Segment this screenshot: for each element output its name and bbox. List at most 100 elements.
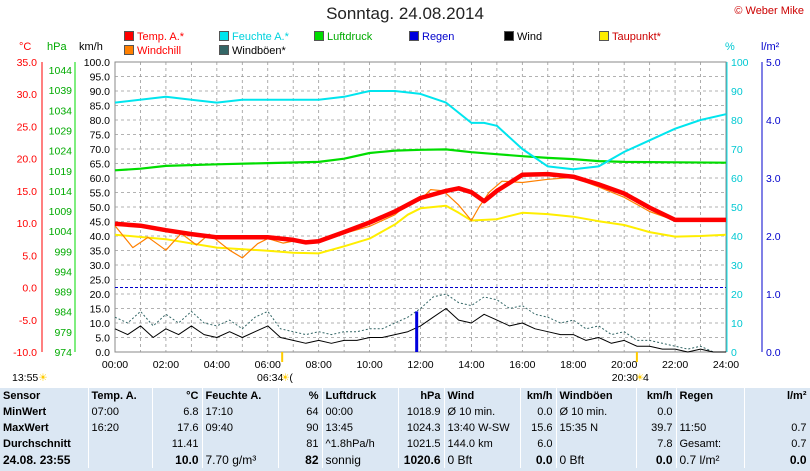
legend-dewpoint: Taupunkt* <box>599 31 661 43</box>
sun-icon: ☀ <box>635 372 644 384</box>
x-tick-label: 06:00 <box>255 359 281 371</box>
stats-cell: 09:40 <box>202 420 279 436</box>
wind-tick-label: 10.0 <box>90 318 111 330</box>
legend-temp: Temp. A.* <box>124 31 184 43</box>
wind-tick-label: 80.0 <box>90 115 111 127</box>
stats-cell: 90 <box>278 420 323 436</box>
temp-tick-label: 20.0 <box>17 154 38 166</box>
pressure-tick-label: 984 <box>54 307 72 319</box>
stats-cell: 11.41 <box>152 436 203 452</box>
stats-cell: 10.0 <box>152 452 203 468</box>
wind-tick-label: 75.0 <box>90 130 111 142</box>
legend-swatch <box>124 45 134 55</box>
legend-swatch <box>219 31 229 41</box>
stats-header-row: Sensor Temp. A. °C Feuchte A.% Luftdruck hPa W… <box>0 388 810 404</box>
pressure-tick-label: 1009 <box>49 206 73 218</box>
stats-cell: 7.8 <box>636 436 677 452</box>
x-tick-label: 04:00 <box>204 359 230 371</box>
pressure-tick-label: 1034 <box>49 105 73 117</box>
wind-unit-label: km/h <box>79 41 103 53</box>
stats-cell: Temp. A. <box>88 388 153 404</box>
stats-cell: 0.7 <box>744 420 810 436</box>
temp-tick-label: 30.0 <box>17 89 38 101</box>
stats-cell: sonnig <box>322 452 399 468</box>
sun-icon: ☀ <box>280 372 289 384</box>
copyright-label[interactable]: © Weber Mike <box>734 5 804 17</box>
temp-tick-label: 5.0 <box>22 250 37 262</box>
wind-tick-label: 45.0 <box>90 217 111 229</box>
stats-cell: °C <box>152 388 203 404</box>
pressure-tick-label: 1039 <box>49 85 73 97</box>
stats-cell: Durchschnitt <box>0 436 89 452</box>
x-tick-label: 20:00 <box>611 359 637 371</box>
stats-cell: 0.7 <box>744 436 810 452</box>
humidity-tick-label: 60 <box>731 173 743 185</box>
stats-cell <box>556 436 637 452</box>
legend-humidity: Feuchte A.* <box>219 31 289 43</box>
stats-cell: 0.0 <box>520 452 557 468</box>
x-tick-label: 16:00 <box>509 359 535 371</box>
sunset-label: 20:30 <box>612 372 638 384</box>
stats-cell: 64 <box>278 404 323 420</box>
stats-cell: 15:35 N <box>556 420 637 436</box>
stats-cell: 0.7 l/m² <box>676 452 745 468</box>
stats-cell: 0.0 <box>636 404 677 420</box>
series-line-windben <box>114 293 726 353</box>
stats-cell: km/h <box>520 388 557 404</box>
pressure-tick-label: 1029 <box>49 125 73 137</box>
rain-tick-label: 2.0 <box>766 231 781 243</box>
stats-cell <box>88 436 153 452</box>
series-line-feuchtea <box>114 90 727 171</box>
stats-cell: 1021.5 <box>398 436 445 452</box>
stats-cell: 0 Bft <box>556 452 637 468</box>
sunrise-sub-label: ( <box>289 372 293 384</box>
pressure-tick-label: 994 <box>54 266 72 278</box>
stats-cell: Feuchte A. <box>202 388 279 404</box>
series-line-luftdruck <box>114 148 727 172</box>
humidity-tick-label: 70 <box>731 144 743 156</box>
stats-cell: 82 <box>278 452 323 468</box>
humidity-tick-label: 40 <box>731 231 743 243</box>
stats-cell: ^1.8hPa/h <box>322 436 399 452</box>
pressure-tick-label: 1014 <box>49 186 73 198</box>
series-line-tempa <box>114 171 726 245</box>
temp-tick-label: -10.0 <box>13 347 37 359</box>
pressure-tick-label: 1019 <box>49 166 73 178</box>
wind-tick-label: 40.0 <box>90 231 111 243</box>
temp-tick-label: 35.0 <box>17 57 38 69</box>
x-tick-label: 12:00 <box>407 359 433 371</box>
stats-panel: Sensor Temp. A. °C Feuchte A.% Luftdruck hPa W… <box>0 388 810 471</box>
stats-table: Sensor Temp. A. °C Feuchte A.% Luftdruck hPa W… <box>0 388 810 468</box>
stats-cell: 7.70 g/m³ <box>202 452 279 468</box>
series-line-wind <box>114 308 726 353</box>
stats-row: 24.08. 23:55 10.0 7.70 g/m³ 82 sonnig 1020.6 0… <box>0 452 810 468</box>
rain-unit-label: l/m² <box>761 41 780 53</box>
stats-cell: 24.08. 23:55 <box>0 452 89 468</box>
stats-row: MaxWert 16:20 17.6 09:40 90 13:45 1024.3 13:40 … <box>0 420 810 436</box>
stats-cell: 39.7 <box>636 420 677 436</box>
sunrise-label: 06:34 <box>257 372 283 384</box>
wind-tick-label: 0.0 <box>95 347 110 359</box>
stats-cell: 6.8 <box>152 404 203 420</box>
wind-tick-label: 20.0 <box>90 289 111 301</box>
rain-tick-label: 5.0 <box>766 57 781 69</box>
stats-row: MinWert 07:00 6.8 17:10 64 00:00 1018.9 Ø 10 mi… <box>0 404 810 420</box>
rain-tick-label: 4.0 <box>766 115 781 127</box>
legend-swatch <box>219 45 229 55</box>
stats-cell: Sensor <box>0 388 89 404</box>
wind-tick-label: 95.0 <box>90 72 111 84</box>
humidity-tick-label: 50 <box>731 202 743 214</box>
x-tick-label: 08:00 <box>306 359 332 371</box>
wind-tick-label: 25.0 <box>90 275 111 287</box>
stats-cell: 6.0 <box>520 436 557 452</box>
wind-tick-label: 15.0 <box>90 304 111 316</box>
legend-swatch <box>599 31 609 41</box>
humidity-unit-label: % <box>725 41 735 53</box>
wind-tick-label: 65.0 <box>90 159 111 171</box>
stats-cell: 17:10 <box>202 404 279 420</box>
stats-cell <box>744 404 810 420</box>
x-tick-label: 00:00 <box>102 359 128 371</box>
stats-cell: Windböen <box>556 388 637 404</box>
stats-cell: l/m² <box>744 388 810 404</box>
x-tick-label: 22:00 <box>662 359 688 371</box>
